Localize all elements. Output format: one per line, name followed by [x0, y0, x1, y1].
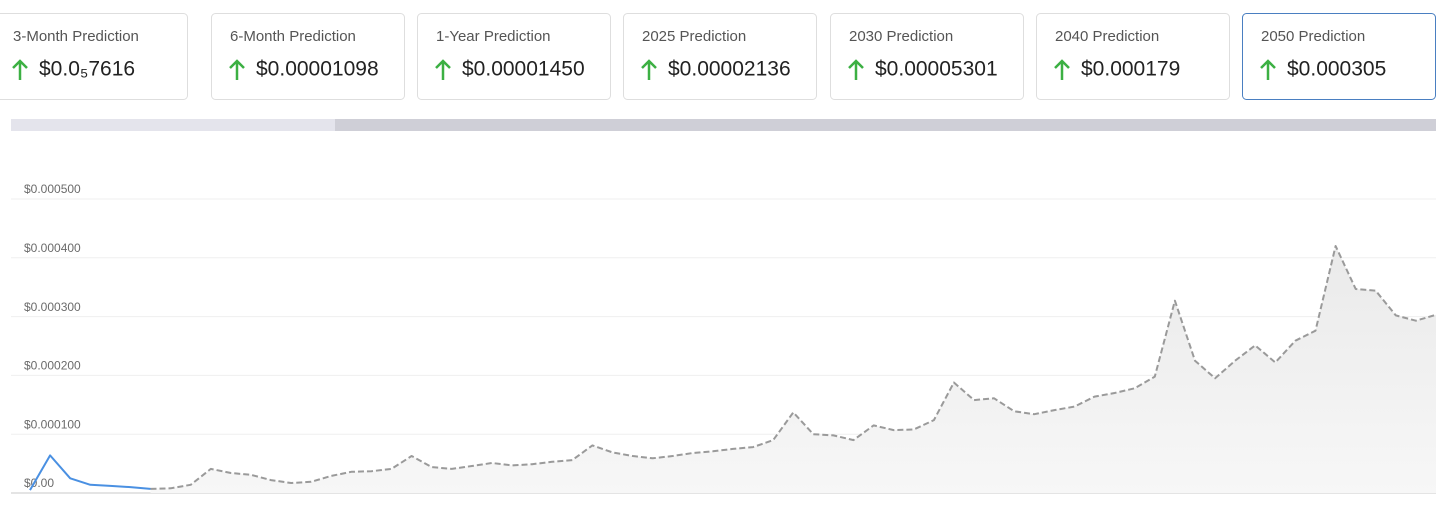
range-track[interactable] [335, 119, 1436, 131]
up-arrow [229, 59, 245, 80]
up-arrow [435, 59, 451, 80]
y-tick-label: $0.000100 [24, 417, 81, 431]
line [150, 245, 1437, 490]
up-arrow [848, 59, 864, 80]
line [29, 454, 151, 491]
range-selected[interactable] [11, 119, 335, 131]
prediction-card[interactable] [623, 13, 817, 100]
y-tick-label: $0.000300 [24, 300, 81, 314]
y-tick-label: $0.000400 [24, 241, 81, 255]
up-arrow [12, 59, 28, 80]
up-arrow [641, 59, 657, 80]
prediction-card[interactable] [417, 13, 611, 100]
card-value: $0.00001098 [256, 58, 379, 81]
card-value: $0.00001450 [462, 58, 585, 81]
card-label: 2025 Prediction [642, 28, 746, 45]
card-value: $0.000179 [1081, 58, 1180, 81]
area [150, 246, 1436, 493]
prediction-card[interactable] [211, 13, 405, 100]
card-label: 1-Year Prediction [436, 28, 551, 45]
y-tick-label: $0.00 [24, 476, 54, 490]
card-label: 3-Month Prediction [13, 28, 139, 45]
prediction-card[interactable] [1036, 13, 1230, 100]
prediction-card[interactable] [1242, 13, 1436, 100]
card-label: 2030 Prediction [849, 28, 953, 45]
prediction-card[interactable] [0, 13, 188, 100]
y-tick-label: $0.000200 [24, 359, 81, 373]
card-label: 6-Month Prediction [230, 28, 356, 45]
card-value: $0.00005301 [875, 58, 998, 81]
up-arrow [1054, 59, 1070, 80]
card-value: $0.0₅7616 [39, 58, 135, 81]
prediction-card[interactable] [830, 13, 1024, 100]
y-tick-label: $0.000500 [24, 182, 81, 196]
card-label: 2040 Prediction [1055, 28, 1159, 45]
card-value: $0.00002136 [668, 58, 791, 81]
card-label: 2050 Prediction [1261, 28, 1365, 45]
card-value: $0.000305 [1287, 58, 1386, 81]
up-arrow [1260, 59, 1276, 80]
